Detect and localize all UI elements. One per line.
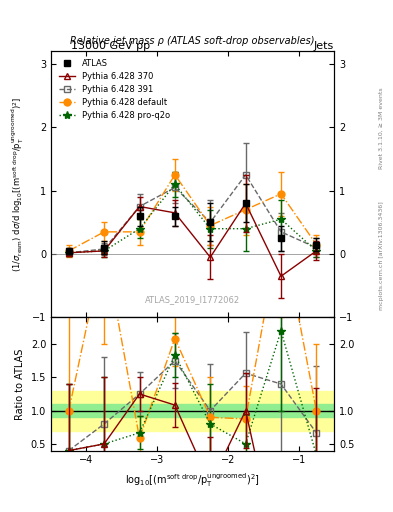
Text: Jets: Jets <box>314 41 334 51</box>
Text: Relative jet mass ρ (ATLAS soft-drop observables): Relative jet mass ρ (ATLAS soft-drop obs… <box>70 36 315 46</box>
Text: mcplots.cern.ch [arXiv:1306.3436]: mcplots.cern.ch [arXiv:1306.3436] <box>379 202 384 310</box>
Text: 13000 GeV pp: 13000 GeV pp <box>71 41 150 51</box>
Legend: ATLAS, Pythia 6.428 370, Pythia 6.428 391, Pythia 6.428 default, Pythia 6.428 pr: ATLAS, Pythia 6.428 370, Pythia 6.428 39… <box>55 55 173 124</box>
Y-axis label: Ratio to ATLAS: Ratio to ATLAS <box>15 348 25 420</box>
X-axis label: log$_{10}$[(m$^{\rm soft\ drop}$/p$_{\rm T}^{\rm ungroomed})^2$]: log$_{10}$[(m$^{\rm soft\ drop}$/p$_{\rm… <box>125 471 260 489</box>
Text: Rivet 3.1.10, ≥ 3M events: Rivet 3.1.10, ≥ 3M events <box>379 87 384 169</box>
Y-axis label: $(1/\sigma_{\rm resm})$ d$\sigma$/d log$_{10}$[(m$^{\rm soft\ drop}$/p$_{\rm T}^: $(1/\sigma_{\rm resm})$ d$\sigma$/d log$… <box>10 97 26 272</box>
Text: ATLAS_2019_I1772062: ATLAS_2019_I1772062 <box>145 295 240 304</box>
